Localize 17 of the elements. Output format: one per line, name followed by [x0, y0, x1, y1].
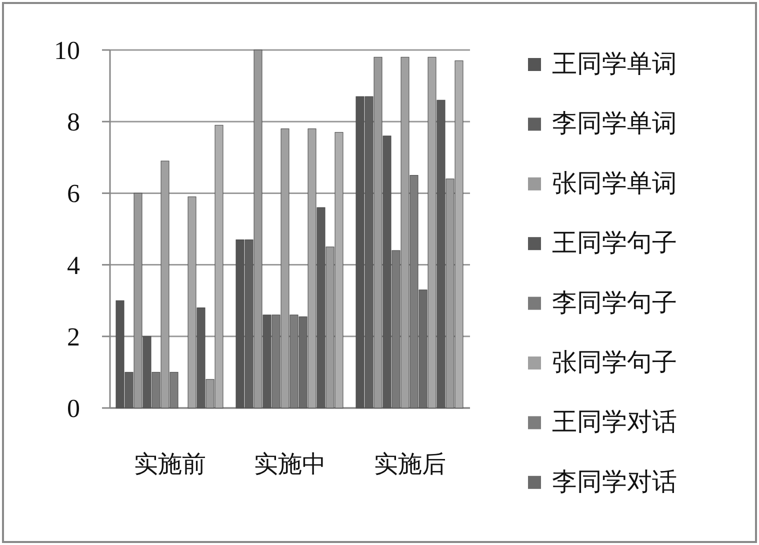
y-tick-label: 6 — [67, 179, 80, 208]
legend-label: 张同学单词 — [552, 170, 677, 198]
legend-label: 王同学句子 — [552, 230, 677, 258]
x-tick-label: 实施中 — [254, 451, 326, 478]
x-tick-label: 实施后 — [374, 451, 446, 478]
y-tick-label: 4 — [67, 250, 80, 280]
legend-label: 王同学对话 — [552, 409, 677, 436]
legend-label: 王同学单词 — [552, 51, 677, 78]
legend-label: 李同学句子 — [552, 290, 677, 317]
x-tick-label: 实施前 — [134, 451, 206, 478]
legend-label: 张同学句子 — [552, 350, 677, 376]
legend-label: 李同学对话 — [552, 468, 677, 496]
y-tick-label: 10 — [54, 36, 80, 65]
legend-label: 李同学单词 — [552, 110, 677, 138]
y-tick-label: 0 — [67, 394, 80, 423]
y-tick-label: 2 — [67, 322, 80, 352]
y-tick-label: 8 — [67, 108, 80, 137]
